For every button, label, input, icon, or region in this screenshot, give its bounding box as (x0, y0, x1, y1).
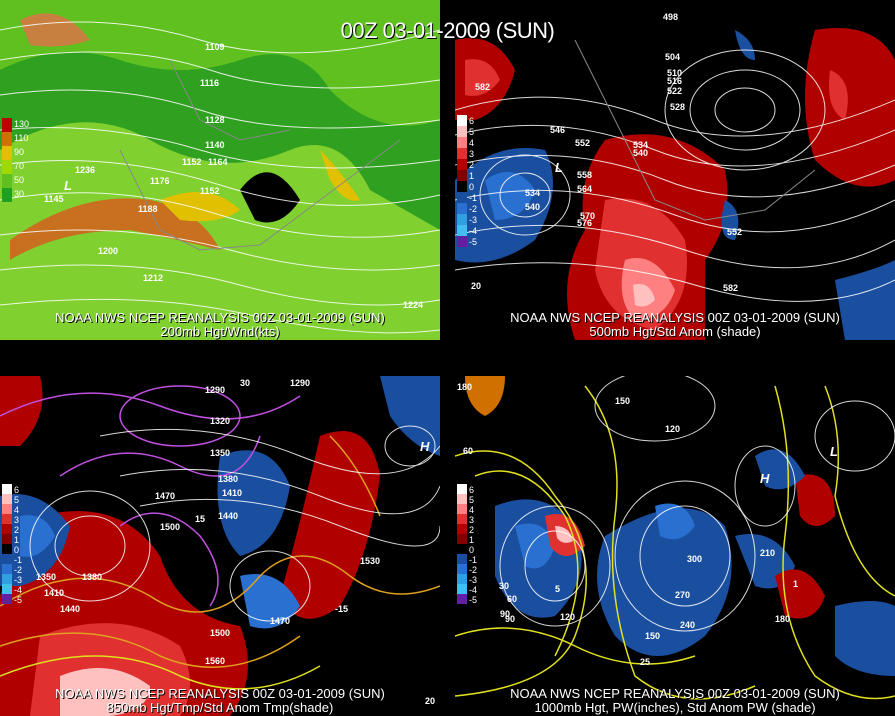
legend-swatch: 5 (457, 126, 474, 137)
panel-850mb: 6 5 4 3 2 1 0 -1 -2 -3 -4 -5 NOAA NWS NC… (0, 376, 440, 716)
caption-line2: 850mb Hgt/Tmp/Std Anom Tmp(shade) (106, 700, 334, 715)
legend-swatch: -4 (457, 225, 477, 236)
legend-swatch: 3 (457, 148, 474, 159)
caption-line2: 500mb Hgt/Std Anom (shade) (589, 324, 761, 339)
legend-swatch: -2 (457, 203, 477, 214)
legend-500mb: 6 5 4 3 2 1 0 -1 -2 -3 -4 -5 (457, 115, 477, 247)
legend-swatch: -2 (457, 564, 477, 575)
legend-swatch: -4 (457, 584, 477, 595)
legend-swatch: 70 (2, 160, 24, 174)
legend-swatch: 1 (457, 534, 474, 545)
legend-swatch: 4 (457, 504, 474, 515)
caption-line1: NOAA NWS NCEP REANALYSIS 00Z 03-01-2009 … (55, 686, 385, 701)
global-title: 00Z 03-01-2009 (SUN) (340, 18, 555, 43)
legend-1000mb: 6 5 4 3 2 1 0 -1 -2 -3 -4 -5 (457, 484, 477, 605)
legend-swatch: 5 (2, 494, 19, 505)
panel-500mb: 6 5 4 3 2 1 0 -1 -2 -3 -4 -5 NOAA NWS NC… (455, 0, 895, 340)
caption-line1: NOAA NWS NCEP REANALYSIS 00Z 03-01-2009 … (55, 310, 385, 325)
legend-swatch: 4 (457, 137, 474, 148)
legend-swatch: 4 (2, 504, 19, 515)
legend-swatch: 50 (2, 174, 24, 188)
legend-swatch: -1 (457, 192, 477, 203)
legend-swatch: -1 (2, 554, 22, 565)
legend-swatch: 2 (2, 524, 19, 535)
legend-swatch: 6 (2, 484, 19, 495)
map-500mb (455, 0, 895, 340)
legend-swatch: -4 (2, 584, 22, 595)
legend-swatch: 1 (2, 534, 19, 545)
legend-swatch: -3 (2, 574, 22, 585)
legend-swatch: -5 (2, 594, 22, 605)
legend-850mb: 6 5 4 3 2 1 0 -1 -2 -3 -4 -5 (2, 484, 22, 605)
legend-swatch: -2 (2, 564, 22, 575)
legend-swatch: -3 (457, 214, 477, 225)
caption-line2: 1000mb Hgt, PW(inches), Std Anom PW (sha… (534, 700, 816, 715)
legend-swatch: 1 (457, 170, 474, 181)
map-850mb (0, 376, 440, 716)
legend-swatch: 3 (457, 514, 474, 525)
legend-swatch: 0 (2, 544, 19, 555)
legend-swatch: 3 (2, 514, 19, 525)
panel-200mb: 130 110 90 70 50 30 NOAA NWS NCEP REANAL… (0, 0, 440, 340)
legend-swatch: 0 (457, 181, 474, 192)
map-200mb (0, 0, 440, 340)
caption-line2: 200mb Hgt/Wnd(kts) (160, 324, 280, 339)
legend-swatch: 30 (2, 188, 24, 202)
panel-1000mb: 6 5 4 3 2 1 0 -1 -2 -3 -4 -5 NOAA NWS NC… (455, 376, 895, 716)
legend-swatch: 2 (457, 159, 474, 170)
legend-swatch: 6 (457, 484, 474, 495)
legend-swatch: -3 (457, 574, 477, 585)
legend-200mb: 130 110 90 70 50 30 (2, 118, 29, 202)
legend-swatch: -5 (457, 236, 477, 247)
legend-swatch: 130 (2, 118, 29, 132)
legend-swatch: 110 (2, 132, 28, 146)
legend-swatch: 5 (457, 494, 474, 505)
legend-swatch: 90 (2, 146, 24, 160)
legend-swatch: 6 (457, 115, 474, 126)
caption-line1: NOAA NWS NCEP REANALYSIS 00Z 03-01-2009 … (510, 686, 840, 701)
map-1000mb (455, 376, 895, 716)
legend-swatch: -1 (457, 554, 477, 565)
caption-line1: NOAA NWS NCEP REANALYSIS 00Z 03-01-2009 … (510, 310, 840, 325)
legend-swatch: 0 (457, 544, 474, 555)
legend-swatch: 2 (457, 524, 474, 535)
legend-swatch: -5 (457, 594, 477, 605)
